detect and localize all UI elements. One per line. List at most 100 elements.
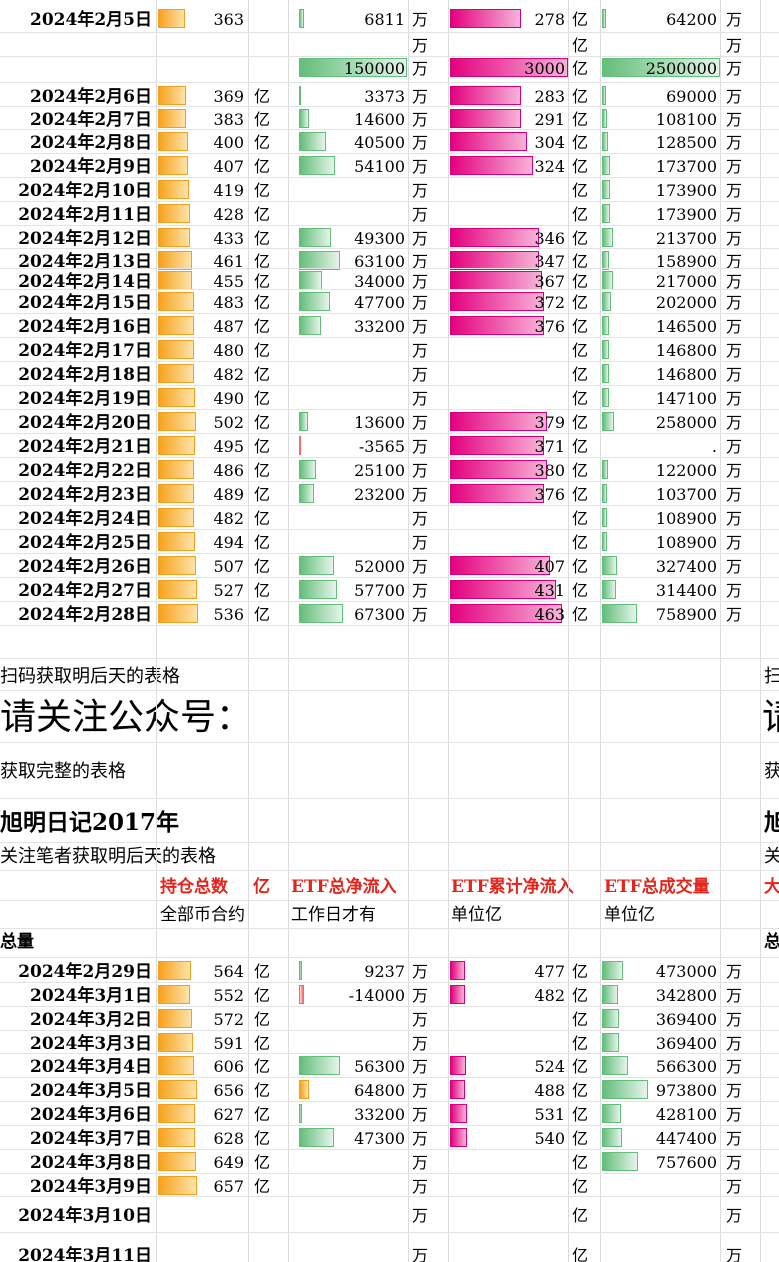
- etf-inflow-value[interactable]: 54100: [354, 157, 405, 176]
- etf-cumulative-value[interactable]: 304: [534, 133, 565, 152]
- etf-cumulative-unit[interactable]: 亿: [572, 389, 589, 408]
- etf-cumulative-value[interactable]: 371: [534, 437, 565, 456]
- etf-inflow-unit[interactable]: 万: [412, 110, 429, 129]
- etf-inflow-value[interactable]: 6811: [364, 10, 405, 29]
- etf-inflow-value[interactable]: 47300: [354, 1129, 405, 1148]
- subheader-hold[interactable]: 全部币合约: [160, 905, 245, 925]
- etf-volume-value[interactable]: 314400: [655, 581, 717, 600]
- etf-inflow-value[interactable]: 57700: [354, 581, 405, 600]
- row-date[interactable]: 2024年3月10日: [18, 1206, 152, 1226]
- etf-cumulative-unit[interactable]: 亿: [572, 157, 589, 176]
- etf-volume-unit[interactable]: 万: [726, 962, 743, 981]
- etf-cumulative-value[interactable]: 407: [534, 557, 565, 576]
- etf-volume-unit[interactable]: 万: [726, 1034, 743, 1053]
- etf-volume-value[interactable]: 213700: [655, 229, 717, 248]
- etf-cumulative-unit[interactable]: 亿: [572, 87, 589, 106]
- etf-inflow-unit[interactable]: 万: [412, 1246, 429, 1262]
- diary-title[interactable]: 旭明日记2017年: [0, 809, 180, 836]
- etf-inflow-value[interactable]: 49300: [354, 229, 405, 248]
- etf-cumulative-value[interactable]: 463: [534, 605, 565, 624]
- etf-volume-unit[interactable]: 万: [726, 1081, 743, 1100]
- subheader-etf[interactable]: 工作日才有: [291, 905, 376, 925]
- follow-note-right[interactable]: 请: [762, 700, 779, 736]
- etf-volume-value[interactable]: 428100: [655, 1105, 717, 1124]
- etf-cumulative-value[interactable]: 278: [534, 10, 565, 29]
- etf-cumulative-value[interactable]: 482: [534, 986, 565, 1005]
- etf-volume-unit[interactable]: 万: [726, 229, 743, 248]
- row-date[interactable]: 2024年2月21日: [18, 437, 152, 457]
- row-date[interactable]: 2024年2月5日: [30, 10, 152, 30]
- etf-cumulative-unit[interactable]: 亿: [572, 461, 589, 480]
- etf-volume-unit[interactable]: 万: [726, 557, 743, 576]
- hold-unit[interactable]: 亿: [254, 986, 271, 1005]
- etf-volume-unit[interactable]: 万: [726, 1105, 743, 1124]
- hold-value[interactable]: 536: [213, 605, 244, 624]
- etf-inflow-unit[interactable]: 万: [412, 229, 429, 248]
- etf-inflow-unit[interactable]: 万: [412, 365, 429, 384]
- hold-unit[interactable]: 亿: [254, 252, 271, 271]
- row-date[interactable]: 2024年2月23日: [18, 485, 152, 505]
- etf-inflow-unit[interactable]: 万: [412, 1177, 429, 1196]
- row-date[interactable]: 2024年2月29日: [18, 962, 152, 982]
- follow-note[interactable]: 请关注公众号：: [0, 697, 253, 738]
- etf-inflow-value[interactable]: 13600: [354, 413, 405, 432]
- hold-unit[interactable]: 亿: [254, 485, 271, 504]
- etf-cumulative-unit[interactable]: 亿: [572, 1153, 589, 1172]
- etf-inflow-value[interactable]: 67300: [354, 605, 405, 624]
- hold-value[interactable]: 433: [213, 229, 244, 248]
- row-date[interactable]: 2024年2月7日: [30, 110, 152, 130]
- etf-cumulative-value[interactable]: 540: [534, 1129, 565, 1148]
- etf-cumulative-value[interactable]: 3000: [524, 59, 565, 78]
- etf-inflow-unit[interactable]: 万: [412, 205, 429, 224]
- row-date[interactable]: 2024年3月9日: [30, 1177, 152, 1197]
- etf-volume-unit[interactable]: 万: [726, 509, 743, 528]
- etf-inflow-value[interactable]: 150000: [343, 59, 405, 78]
- hold-unit[interactable]: 亿: [254, 509, 271, 528]
- etf-inflow-value[interactable]: 23200: [354, 485, 405, 504]
- etf-cumulative-unit[interactable]: 亿: [572, 181, 589, 200]
- etf-inflow-value[interactable]: 47700: [354, 293, 405, 312]
- etf-volume-value[interactable]: 108900: [655, 509, 717, 528]
- hold-value[interactable]: 572: [213, 1010, 244, 1029]
- etf-cumulative-unit[interactable]: 亿: [572, 36, 589, 55]
- hold-unit[interactable]: 亿: [254, 1057, 271, 1076]
- etf-cumulative-value[interactable]: 379: [534, 413, 565, 432]
- etf-volume-unit[interactable]: 万: [726, 1206, 743, 1225]
- etf-cumulative-unit[interactable]: 亿: [572, 1129, 589, 1148]
- etf-volume-value[interactable]: 146800: [655, 365, 717, 384]
- etf-cumulative-unit[interactable]: 亿: [572, 272, 589, 291]
- etf-cumulative-value[interactable]: 488: [534, 1081, 565, 1100]
- hold-value[interactable]: 486: [213, 461, 244, 480]
- hold-value[interactable]: 552: [213, 986, 244, 1005]
- etf-volume-unit[interactable]: 万: [726, 341, 743, 360]
- etf-inflow-unit[interactable]: 万: [412, 437, 429, 456]
- row-date[interactable]: 2024年3月2日: [30, 1010, 152, 1030]
- total-label-right[interactable]: 总: [764, 932, 779, 952]
- etf-volume-unit[interactable]: 万: [726, 413, 743, 432]
- etf-inflow-value[interactable]: 33200: [354, 317, 405, 336]
- etf-cumulative-value[interactable]: 347: [534, 252, 565, 271]
- hold-value[interactable]: 628: [213, 1129, 244, 1148]
- total-label[interactable]: 总量: [0, 932, 34, 952]
- hold-value[interactable]: 483: [213, 293, 244, 312]
- hold-unit[interactable]: 亿: [254, 1105, 271, 1124]
- hold-value[interactable]: 383: [213, 110, 244, 129]
- etf-volume-unit[interactable]: 万: [726, 605, 743, 624]
- etf-inflow-value[interactable]: 25100: [354, 461, 405, 480]
- subheader-vol[interactable]: 单位亿: [604, 905, 655, 925]
- etf-inflow-unit[interactable]: 万: [412, 557, 429, 576]
- etf-volume-value[interactable]: 217000: [655, 272, 717, 291]
- row-date[interactable]: 2024年3月3日: [30, 1034, 152, 1054]
- diary-title-right[interactable]: 旭: [764, 809, 779, 836]
- etf-inflow-unit[interactable]: 万: [412, 1010, 429, 1029]
- etf-inflow-unit[interactable]: 万: [412, 1105, 429, 1124]
- etf-cumulative-value[interactable]: 531: [534, 1105, 565, 1124]
- etf-cumulative-unit[interactable]: 亿: [572, 1034, 589, 1053]
- row-date[interactable]: 2024年2月19日: [18, 389, 152, 409]
- etf-inflow-value[interactable]: 33200: [354, 1105, 405, 1124]
- hold-unit[interactable]: 亿: [254, 581, 271, 600]
- etf-volume-value[interactable]: 146500: [655, 317, 717, 336]
- etf-volume-value[interactable]: 757600: [655, 1153, 717, 1172]
- etf-cumulative-value[interactable]: 380: [534, 461, 565, 480]
- etf-cumulative-value[interactable]: 283: [534, 87, 565, 106]
